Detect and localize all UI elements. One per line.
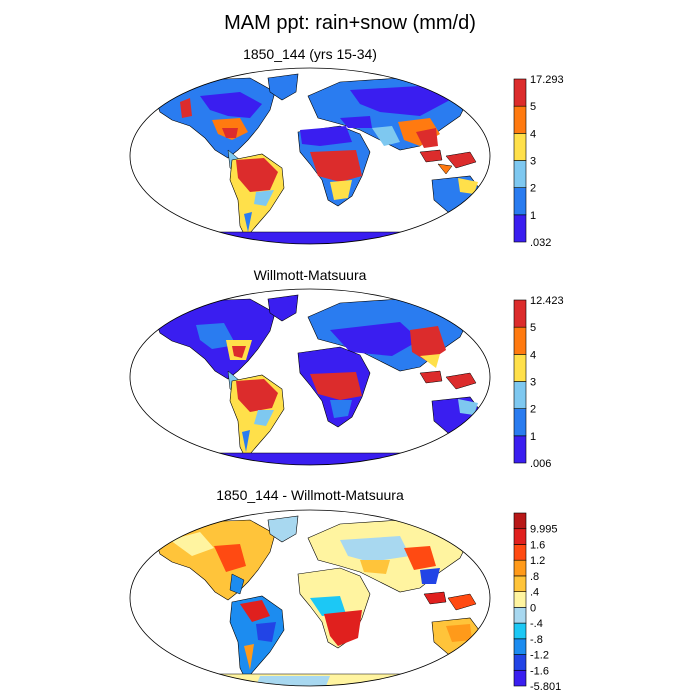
map-panel-2 (129, 288, 491, 466)
colorbar-3-label-10: 9.995 (530, 524, 558, 536)
colorbar-2-label-4: 4 (530, 349, 536, 361)
continent-africa (297, 346, 371, 428)
colorbar-1-swatch-3 (513, 133, 527, 161)
continent-south-america (229, 595, 285, 681)
colorbar-2-swatch-5 (513, 299, 527, 328)
colorbar-3-swatch-0 (513, 669, 527, 687)
continent-antarctica (189, 452, 441, 465)
colorbar-1-label-2: 2 (530, 183, 536, 195)
colorbar-3-label-7: .8 (530, 571, 539, 583)
colorbar-1-label-1: 1 (530, 210, 536, 222)
colorbar-2-label-1: 1 (530, 431, 536, 443)
continent-antarctica (189, 231, 441, 244)
colorbar-3-swatch-4 (513, 607, 527, 624)
region-maritime-continent (423, 591, 477, 611)
map-boundary-1 (129, 67, 491, 245)
colorbar-2-swatch-4 (513, 326, 527, 355)
colorbar-2-swatch-1 (513, 408, 527, 437)
colorbar-1-label-0: .032 (530, 237, 551, 249)
colorbar-1-swatch-1 (513, 187, 527, 216)
colorbar-2-swatch-2 (513, 381, 527, 409)
colorbar-3: -5.801 -1.6 -1.2 -.8 -.4 0 .4 .8 1.2 1.6 9.995 (513, 512, 561, 693)
colorbar-3-swatch-1 (513, 654, 527, 671)
panel-2-title: Willmott-Matsuura (253, 267, 367, 283)
map-panel-1 (129, 67, 491, 245)
colorbar-1: .032 1 2 3 4 5 17.293 (513, 74, 564, 249)
map-boundary-3 (129, 509, 491, 687)
colorbar-3-label-9: 1.6 (530, 539, 545, 551)
colorbar-1-swatch-0 (513, 214, 527, 243)
colorbar-1-swatch-2 (513, 160, 527, 188)
greenland (267, 515, 299, 543)
antarctica-anomaly (256, 676, 330, 686)
colorbar-2-label-5: 5 (530, 322, 536, 334)
colorbar-3-label-1: -1.6 (530, 665, 549, 677)
colorbar-3-swatch-7 (513, 559, 527, 577)
continent-africa (297, 125, 371, 207)
continent-south-america (229, 374, 285, 460)
colorbar-3-label-6: .4 (530, 587, 539, 599)
colorbar-1-label-4: 4 (530, 128, 536, 140)
region-maritime-continent (419, 149, 477, 175)
colorbar-3-label-4: -.4 (530, 618, 543, 630)
figure-title: MAM ppt: rain+snow (mm/d) (224, 12, 476, 34)
panel-3-title: 1850_144 - Willmott-Matsuura (216, 487, 404, 503)
colorbar-3-swatch-6 (513, 575, 527, 592)
colorbar-3-label-5: 0 (530, 602, 536, 614)
colorbar-3-swatch-9 (513, 528, 527, 545)
colorbar-3-label-3: -.8 (530, 634, 543, 646)
colorbar-3-swatch-8 (513, 544, 527, 561)
continent-south-america (229, 153, 285, 239)
colorbar-1-label-6: 17.293 (530, 74, 564, 86)
colorbar-1-swatch-5 (513, 78, 527, 107)
continent-eurasia (307, 77, 471, 151)
continent-north-america (154, 519, 276, 601)
colorbar-3-swatch-5 (513, 591, 527, 608)
map-boundary-2 (129, 288, 491, 466)
colorbar-3-label-2: -1.2 (530, 650, 549, 662)
colorbar-2-label-2: 2 (530, 404, 536, 416)
continent-africa (297, 567, 371, 649)
colorbar-2-swatch-3 (513, 354, 527, 382)
colorbar-2-label-6: 12.423 (530, 295, 564, 307)
colorbar-3-swatch-3 (513, 622, 527, 640)
continent-eurasia (307, 298, 471, 372)
colorbar-2-label-0: .006 (530, 458, 551, 470)
colorbar-3-swatch-2 (513, 638, 527, 655)
colorbar-3-swatch-10 (513, 512, 527, 530)
colorbar-3-label-0: -5.801 (530, 681, 561, 693)
region-maritime-continent (419, 370, 477, 390)
colorbar-3-label-8: 1.2 (530, 555, 545, 567)
colorbar-2: .006 1 2 3 4 5 12.423 (513, 295, 564, 470)
colorbar-1-label-5: 5 (530, 101, 536, 113)
panel-1-title: 1850_144 (yrs 15-34) (243, 46, 377, 62)
continent-eurasia (307, 519, 471, 593)
colorbar-2-label-3: 3 (530, 377, 536, 389)
greenland (267, 294, 299, 322)
map-panel-3 (129, 509, 491, 687)
colorbar-1-label-3: 3 (530, 156, 536, 168)
greenland (267, 73, 299, 101)
continent-north-america (154, 77, 276, 173)
colorbar-1-swatch-4 (513, 105, 527, 134)
colorbar-2-swatch-0 (513, 435, 527, 464)
